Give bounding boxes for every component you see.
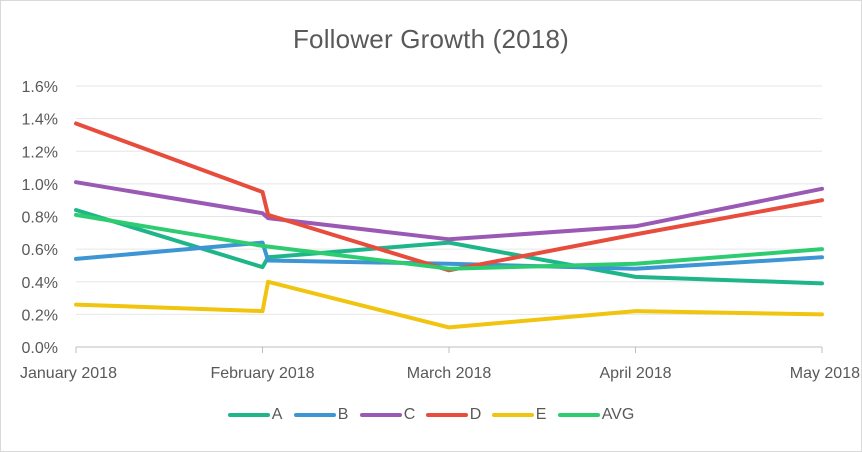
legend-item-d: D xyxy=(425,406,484,424)
legend-swatch xyxy=(425,413,468,417)
legend-item-e: E xyxy=(491,406,550,424)
legend-item-c: C xyxy=(359,406,418,424)
legend-swatch xyxy=(293,413,336,417)
series-line-c xyxy=(74,180,824,242)
y-tick-label: 1.2% xyxy=(22,144,58,161)
x-tick-label: April 2018 xyxy=(599,365,671,382)
x-axis-ticks: January 2018 February 2018 March 2018 April… xyxy=(20,347,860,382)
legend-swatch xyxy=(557,413,600,417)
x-tick-label: May 2018 xyxy=(790,365,860,382)
legend-label: B xyxy=(337,406,349,423)
y-tick-label: 1.6% xyxy=(22,79,58,96)
series-line-b xyxy=(74,240,824,271)
series-line-d xyxy=(74,121,824,273)
y-tick-label: 1.0% xyxy=(22,177,58,194)
legend-item-a: A xyxy=(227,406,286,424)
legend-label: AVG xyxy=(601,406,635,423)
x-tick-label: February 2018 xyxy=(210,365,314,382)
legend-label: D xyxy=(469,406,482,423)
series-lines xyxy=(74,121,824,330)
y-axis-ticks: 0.0% 0.2% 0.4% 0.6% 0.8% 1.0% 1.2% 1.4% 1.6% xyxy=(22,79,58,357)
series-line-a xyxy=(74,208,824,286)
series-line-avg xyxy=(74,212,824,271)
y-tick-label: 1.4% xyxy=(22,112,58,129)
legend-label: A xyxy=(271,406,283,423)
legend-swatch xyxy=(491,413,534,417)
legend-item-avg: AVG xyxy=(557,406,635,424)
legend-item-b: B xyxy=(293,406,352,424)
y-tick-label: 0.8% xyxy=(22,210,58,227)
x-tick-label: March 2018 xyxy=(407,365,492,382)
y-tick-label: 0.6% xyxy=(22,242,58,259)
y-tick-label: 0.0% xyxy=(22,340,58,357)
y-tick-label: 0.4% xyxy=(22,275,58,292)
legend-swatch xyxy=(227,413,270,417)
legend-label: C xyxy=(403,406,416,423)
legend-swatch xyxy=(359,413,402,417)
series-line-e xyxy=(74,279,824,330)
grid-lines xyxy=(76,85,822,348)
y-tick-label: 0.2% xyxy=(22,307,58,324)
x-tick-label: January 2018 xyxy=(20,365,117,382)
legend-label: E xyxy=(535,406,547,423)
chart-title: Follower Growth (2018) xyxy=(292,24,570,54)
chart-legend: A B C D E AVG xyxy=(0,406,862,424)
